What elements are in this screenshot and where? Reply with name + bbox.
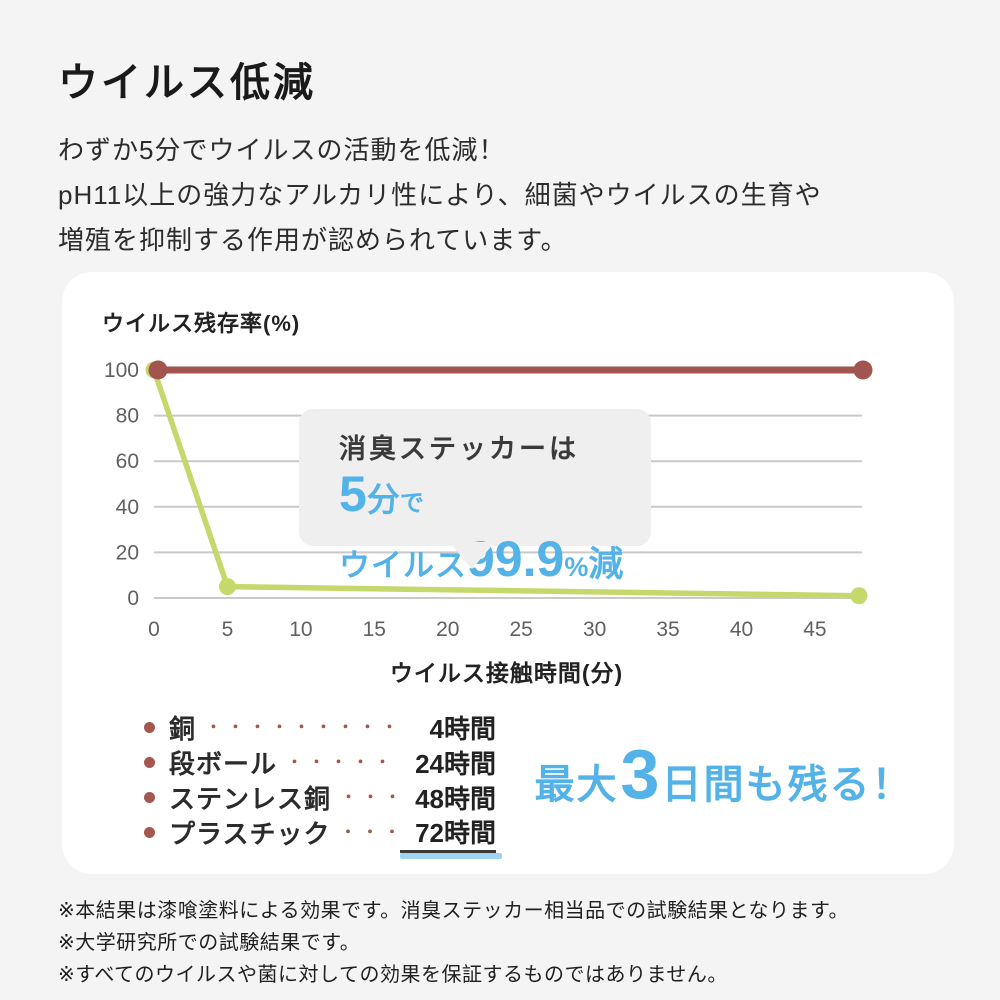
legend: 銅・・・・・・・・・・・・・4時間段ボール・・・・・・・・・24時間ステンレス銅… <box>144 710 502 859</box>
footnotes: ※本結果は漆喰塗料による効果です。消臭ステッカー相当品での試験結果となります。 … <box>58 895 849 991</box>
data-point-shikkui-sticker-green <box>850 587 868 605</box>
y-tick-label: 60 <box>116 450 139 473</box>
y-axis-title: ウイルス残存率(%) <box>102 311 301 336</box>
legend-bullet-icon <box>144 757 155 768</box>
x-tick-label: 45 <box>803 618 826 641</box>
legend-label: 段ボール <box>169 749 278 779</box>
y-tick-label: 80 <box>116 405 139 428</box>
callout-heading: 消臭ステッカーは <box>339 434 579 464</box>
intro-line-1: わずか5分でウイルスの活動を低減！ <box>58 135 506 165</box>
badge-suffix: 日間も残る！ <box>661 763 914 807</box>
callout-reduction-word: 減 <box>588 545 624 584</box>
callout-line-reduction: ウイルス99.9%減 <box>339 533 651 598</box>
data-point-shikkui-sticker-green <box>218 578 236 596</box>
legend-label: ステンレス銅 <box>169 784 332 814</box>
y-tick-label: 40 <box>116 496 139 519</box>
x-tick-label: 5 <box>222 618 234 641</box>
legend-leader-dots: ・・・・・・ <box>341 789 396 806</box>
legend-leader-dots: ・・・・・・・・・ <box>287 754 396 771</box>
intro-line-3: 増殖を抑制する作用が認められています。 <box>58 225 568 255</box>
legend-leader-dots: ・・・・・・・・・・・・・ <box>206 719 396 736</box>
badge-number: 3 <box>620 735 660 813</box>
page-title: ウイルス低減 <box>58 61 316 105</box>
x-tick-label: 20 <box>436 618 459 641</box>
legend-value: 4時間 <box>429 714 496 744</box>
x-tick-label: 0 <box>148 618 160 641</box>
callout-minutes-unit: 分 <box>366 481 400 518</box>
chart-callout: 消臭ステッカーは 5分で ウイルス99.9%減 <box>299 409 651 585</box>
intro-line-2: pH11以上の強力なアルカリ性により、細菌やウイルスの生育や <box>58 180 822 210</box>
persistence-badge: 最大 3 日間も残る！ <box>514 734 934 814</box>
data-point-untreated-red <box>148 360 168 380</box>
callout-line-minutes: 5分で <box>339 468 651 533</box>
legend-item: 段ボール・・・・・・・・・ 24時間 <box>144 745 496 780</box>
legend-label: プラスチック <box>169 819 331 849</box>
intro-text: わずか5分でウイルスの活動を低減！ pH11以上の強力なアルカリ性により、細菌や… <box>58 128 822 263</box>
callout-percent-number: 99.9 <box>467 531 565 587</box>
badge-prefix: 最大 <box>534 763 619 807</box>
callout-virus-word: ウイルス <box>339 548 467 583</box>
y-tick-label: 0 <box>127 587 139 610</box>
data-point-untreated-red <box>853 360 873 380</box>
y-tick-label: 20 <box>116 541 139 564</box>
x-axis-title: ウイルス接触時間(分) <box>389 660 624 686</box>
legend-bullet-icon <box>144 792 155 803</box>
x-tick-label: 40 <box>730 618 753 641</box>
legend-value: 48時間 <box>415 784 496 814</box>
legend-label: 銅 <box>169 714 197 744</box>
x-tick-label: 10 <box>289 618 312 641</box>
callout-minutes-number: 5 <box>339 466 367 522</box>
x-tick-label: 25 <box>510 618 533 641</box>
y-tick-label: 100 <box>104 359 139 382</box>
legend-item: 銅・・・・・・・・・・・・・ 4時間 <box>144 710 496 745</box>
chart-plot-area: 0 20 40 60 80 100 0 5 10 15 20 25 30 35 40 45 <box>104 359 873 641</box>
x-tick-label: 30 <box>583 618 606 641</box>
footnote-2: ※大学研究所での試験結果です。 <box>58 932 361 954</box>
legend-value: 24時間 <box>415 749 496 779</box>
legend-value: 72時間 <box>400 813 502 859</box>
x-tick-label: 15 <box>363 618 386 641</box>
legend-item: ステンレス銅・・・・・・ 48時間 <box>144 780 496 815</box>
callout-percent-sign: % <box>564 552 589 582</box>
chart-card: ウイルス残存率(%) 0 20 40 60 80 100 0 5 10 15 20 25 30 35 40 4… <box>62 272 954 874</box>
legend-item: プラスチック・・・・・・72時間 <box>144 813 502 859</box>
legend-bullet-icon <box>144 722 155 733</box>
x-tick-label: 35 <box>656 618 679 641</box>
callout-particle: で <box>399 490 424 517</box>
legend-leader-dots: ・・・・・・ <box>340 824 396 841</box>
footnote-3: ※すべてのウイルスや菌に対しての効果を保証するものではありません。 <box>58 964 728 986</box>
line-chart: 0 20 40 60 80 100 0 5 10 15 20 25 30 35 40 45 <box>104 359 873 641</box>
footnote-1: ※本結果は漆喰塗料による効果です。消臭ステッカー相当品での試験結果となります。 <box>58 900 850 922</box>
legend-bullet-icon <box>144 827 155 838</box>
